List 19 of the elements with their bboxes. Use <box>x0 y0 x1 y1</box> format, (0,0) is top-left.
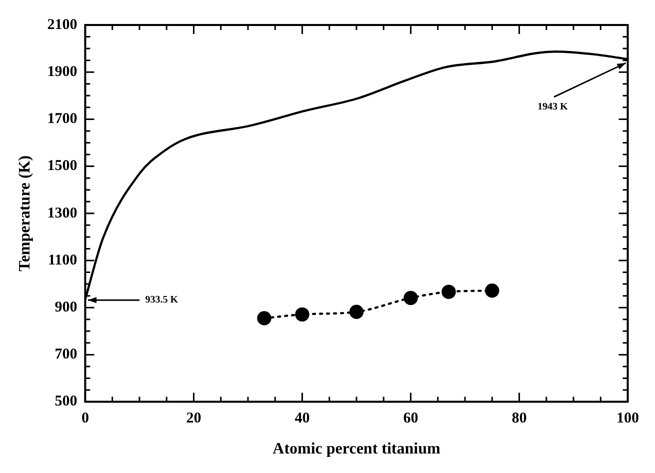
annotation: 1943 K <box>537 102 568 113</box>
x-axis-title: Atomic percent titanium <box>272 440 441 458</box>
x-tick-label: 80 <box>512 410 527 427</box>
annotation: 933.5 K <box>145 294 178 306</box>
x-tick-label: 20 <box>186 410 202 427</box>
x-tick-label: 100 <box>616 410 639 427</box>
y-tick-label: 1100 <box>48 252 78 268</box>
y-tick-label: 500 <box>54 394 78 410</box>
y-tick-label: 700 <box>54 346 78 363</box>
y-tick-label: 1700 <box>47 111 78 128</box>
y-tick-label: 1900 <box>47 64 78 80</box>
x-tick-label: 40 <box>294 410 310 427</box>
y-tick-label: 900 <box>54 299 78 316</box>
y-axis-title: Temperature (K) <box>16 155 34 272</box>
y-tick-label: 1500 <box>47 158 78 174</box>
x-tick-label: 0 <box>81 410 89 427</box>
y-tick-label: 1300 <box>47 205 78 222</box>
y-tick-label: 2100 <box>47 16 78 33</box>
x-tick-label: 60 <box>403 410 418 427</box>
